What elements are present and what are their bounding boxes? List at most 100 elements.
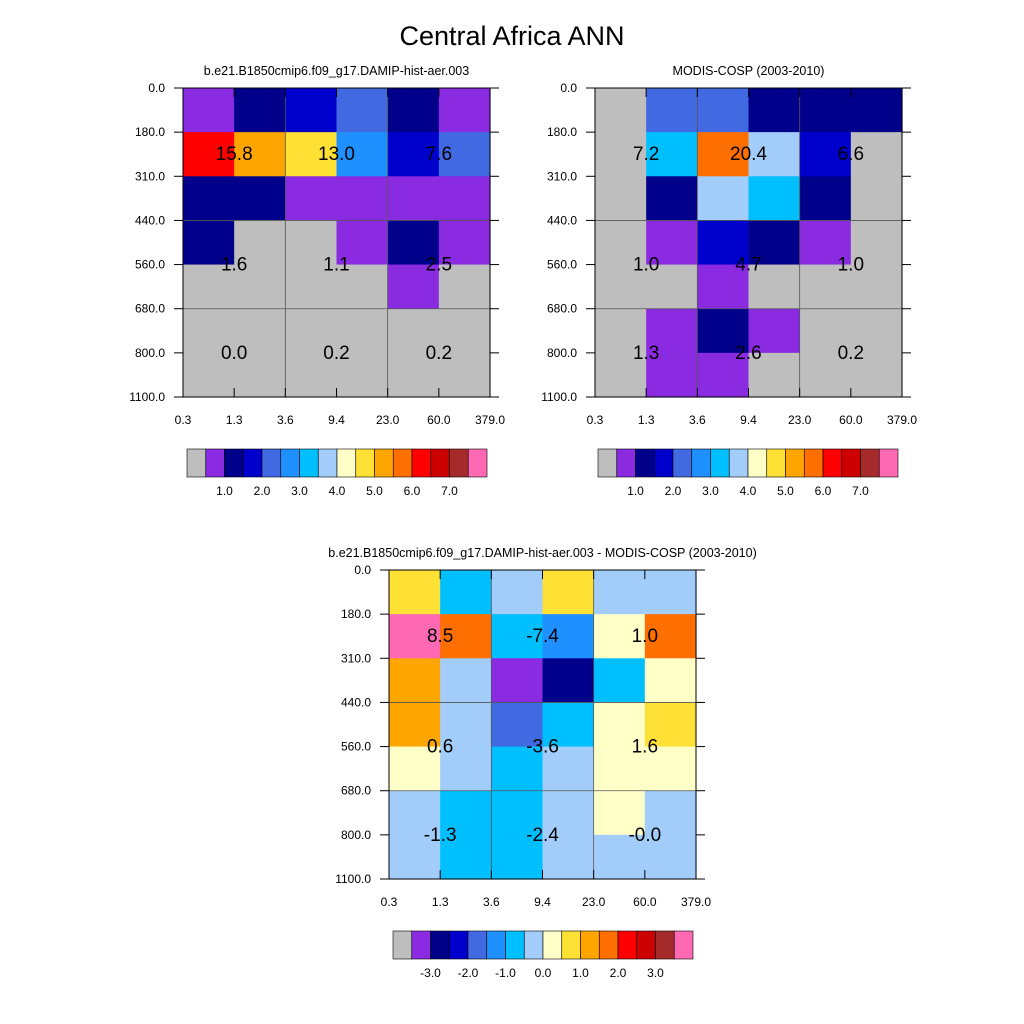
y-tick-label: 310.0 xyxy=(135,169,165,183)
heatmap-cell xyxy=(646,352,698,398)
colorbar-swatch xyxy=(561,930,581,960)
heatmap-cell xyxy=(389,790,441,836)
colorbar-swatch xyxy=(317,448,338,478)
heatmap-cell xyxy=(542,790,595,836)
y-tick-label: 560.0 xyxy=(135,258,165,272)
cell-value-label: 13.0 xyxy=(318,144,355,165)
colorbar-swatch xyxy=(523,930,544,960)
colorbar-label: 2.0 xyxy=(610,966,627,980)
heatmap-cell xyxy=(748,132,801,177)
x-tick-label: 3.6 xyxy=(277,413,294,427)
heatmap-cell xyxy=(285,132,338,177)
cell-value-label: -1.3 xyxy=(424,825,457,846)
panel-title: b.e21.B1850cmip6.f09_g17.DAMIP-hist-aer.… xyxy=(328,546,756,560)
heatmap-cell xyxy=(285,264,338,310)
colorbar-swatch xyxy=(542,930,563,960)
y-tick-label: 0.0 xyxy=(560,81,577,95)
colorbar-swatch xyxy=(597,448,618,478)
heatmap-cell xyxy=(438,132,491,177)
heatmap-cell xyxy=(440,746,492,792)
colorbar-label: 5.0 xyxy=(777,484,794,498)
cell-value-label: -7.4 xyxy=(526,626,559,647)
y-tick-label: 180.0 xyxy=(341,607,371,621)
cell-value-label: 4.7 xyxy=(735,255,761,276)
colorbar-label: 3.0 xyxy=(702,484,719,498)
heatmap-cell xyxy=(234,220,286,266)
heatmap-cell xyxy=(336,264,389,310)
heatmap-cell xyxy=(697,88,750,133)
heatmap-cell xyxy=(234,264,286,310)
colorbar-swatch xyxy=(505,930,525,960)
x-tick-label: 60.0 xyxy=(427,413,451,427)
colorbar-swatch xyxy=(785,448,805,478)
heatmap-cell xyxy=(440,834,492,880)
colorbar-swatch xyxy=(392,448,413,478)
heatmap-cell xyxy=(234,308,286,354)
heatmap-cell xyxy=(646,308,698,354)
heatmap-cell xyxy=(183,308,235,354)
heatmap-cell xyxy=(748,308,801,354)
heatmap-cell xyxy=(799,264,852,310)
heatmap-cell xyxy=(389,702,441,748)
colorbar-swatch xyxy=(430,448,450,478)
x-tick-label: 0.3 xyxy=(381,895,398,909)
x-tick-label: 1.3 xyxy=(432,895,449,909)
colorbar-swatch xyxy=(336,448,357,478)
heatmap-cell xyxy=(542,570,595,615)
y-tick-label: 310.0 xyxy=(341,651,371,665)
heatmap-cell xyxy=(799,308,852,354)
y-tick-label: 800.0 xyxy=(341,828,371,842)
heatmap-cell xyxy=(285,88,338,133)
heatmap-cell xyxy=(234,132,286,177)
colorbar-swatch xyxy=(766,448,786,478)
heatmap-cell xyxy=(850,220,903,266)
colorbar-label: -2.0 xyxy=(458,966,479,980)
colorbar-swatch xyxy=(841,448,861,478)
heatmap-cell xyxy=(595,220,647,266)
heatmap-cell xyxy=(850,352,903,398)
heatmap-cell xyxy=(438,352,491,398)
heatmap-cell xyxy=(799,176,852,222)
heatmap-cell xyxy=(234,352,286,398)
colorbar-swatch xyxy=(411,930,431,960)
heatmap-cell xyxy=(542,614,595,659)
heatmap-cell xyxy=(644,658,697,704)
x-tick-label: 9.4 xyxy=(534,895,551,909)
heatmap-cell xyxy=(389,614,441,659)
cell-value-label: 1.0 xyxy=(632,626,658,647)
y-tick-label: 440.0 xyxy=(341,695,371,709)
heatmap-cell xyxy=(440,570,492,615)
heatmap-cell xyxy=(748,88,801,133)
heatmap-cell xyxy=(491,790,544,836)
colorbar-swatch xyxy=(598,930,619,960)
heatmap-cell xyxy=(183,220,235,266)
heatmap-cell xyxy=(595,352,647,398)
cell-value-label: 0.2 xyxy=(323,343,349,364)
colorbar-label: -3.0 xyxy=(420,966,441,980)
heatmap-cell xyxy=(850,132,903,177)
heatmap-cell xyxy=(748,264,801,310)
heatmap-cell xyxy=(387,132,440,177)
panel-obs: MODIS-COSP (2003-2010) 0.3 1.3 3.6 9.4 23.0 60… xyxy=(541,64,917,498)
x-tick-label: 23.0 xyxy=(788,413,812,427)
colorbar-swatch xyxy=(655,930,675,960)
y-tick-label: 1100.0 xyxy=(335,872,371,886)
heatmap-cell xyxy=(748,220,801,266)
colorbar-swatch xyxy=(467,930,488,960)
x-tick-label: 3.6 xyxy=(689,413,706,427)
colorbar-label: 3.0 xyxy=(647,966,664,980)
colorbar-swatch xyxy=(635,448,655,478)
cell-value-label: 20.4 xyxy=(730,144,767,165)
heatmap-cell xyxy=(234,176,286,222)
cell-value-label: 1.6 xyxy=(632,737,658,758)
colorbar-swatch xyxy=(392,930,413,960)
colorbar-swatch xyxy=(616,448,636,478)
colorbar-swatch xyxy=(636,930,656,960)
colorbar-swatch xyxy=(280,448,300,478)
x-tick-label: 379.0 xyxy=(681,895,711,909)
heatmap-cell xyxy=(183,352,235,398)
y-tick-label: 0.0 xyxy=(354,563,371,577)
y-tick-label: 1100.0 xyxy=(541,390,577,404)
colorbar-label: 1.0 xyxy=(627,484,644,498)
y-tick-label: 560.0 xyxy=(341,740,371,754)
